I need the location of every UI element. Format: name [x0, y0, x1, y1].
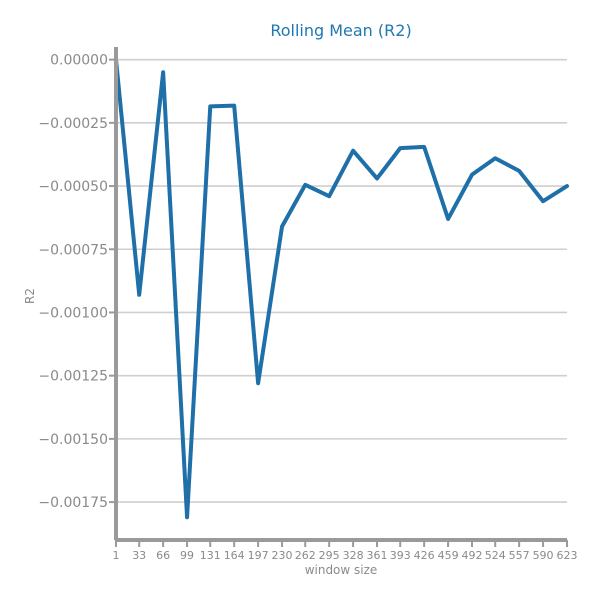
x-axis-label: window size [305, 563, 378, 577]
y-tick-label: −0.00050 [38, 179, 108, 195]
x-tick-label: 426 [414, 549, 435, 562]
x-tick-label: 295 [319, 549, 340, 562]
x-tick-label: 361 [367, 549, 388, 562]
y-tick-label: −0.00175 [38, 495, 108, 511]
y-tick-label: −0.00125 [38, 369, 108, 385]
x-tick-label: 524 [485, 549, 506, 562]
x-tick-label: 197 [248, 549, 269, 562]
x-tick-label: 1 [113, 549, 120, 562]
x-tick-label: 590 [533, 549, 554, 562]
series-layer [114, 57, 569, 520]
x-tick-label: 623 [557, 549, 578, 562]
y-tick-label: −0.00100 [38, 305, 108, 321]
x-tick-label: 164 [224, 549, 245, 562]
x-tick-label: 328 [343, 549, 364, 562]
x-tick-label: 459 [438, 549, 459, 562]
x-tick-label: 557 [509, 549, 530, 562]
y-tick-label: −0.00075 [38, 242, 108, 258]
x-tick-label: 66 [156, 549, 170, 562]
x-tick-label: 230 [272, 549, 293, 562]
y-tick-label: −0.00150 [38, 432, 108, 448]
x-tick-label: 492 [462, 549, 483, 562]
x-tick-label: 262 [295, 549, 316, 562]
x-tick-label: 99 [180, 549, 194, 562]
chart-title: Rolling Mean (R2) [270, 21, 411, 40]
y-tick-label: 0.00000 [50, 53, 108, 69]
x-tick-label: 33 [132, 549, 146, 562]
x-ticks-layer: 1 33 66 99 131 164 197 230 262 295 328 361 393 426 459… [113, 540, 578, 562]
x-tick-label: 131 [200, 549, 221, 562]
y-axis-label: R2 [23, 288, 37, 304]
x-tick-label: 393 [390, 549, 411, 562]
series-line [114, 57, 569, 520]
y-ticks-layer: 0.00000 −0.00025 −0.00050 −0.00075 −0.00100 −… [38, 53, 116, 511]
y-tick-label: −0.00025 [38, 116, 108, 132]
